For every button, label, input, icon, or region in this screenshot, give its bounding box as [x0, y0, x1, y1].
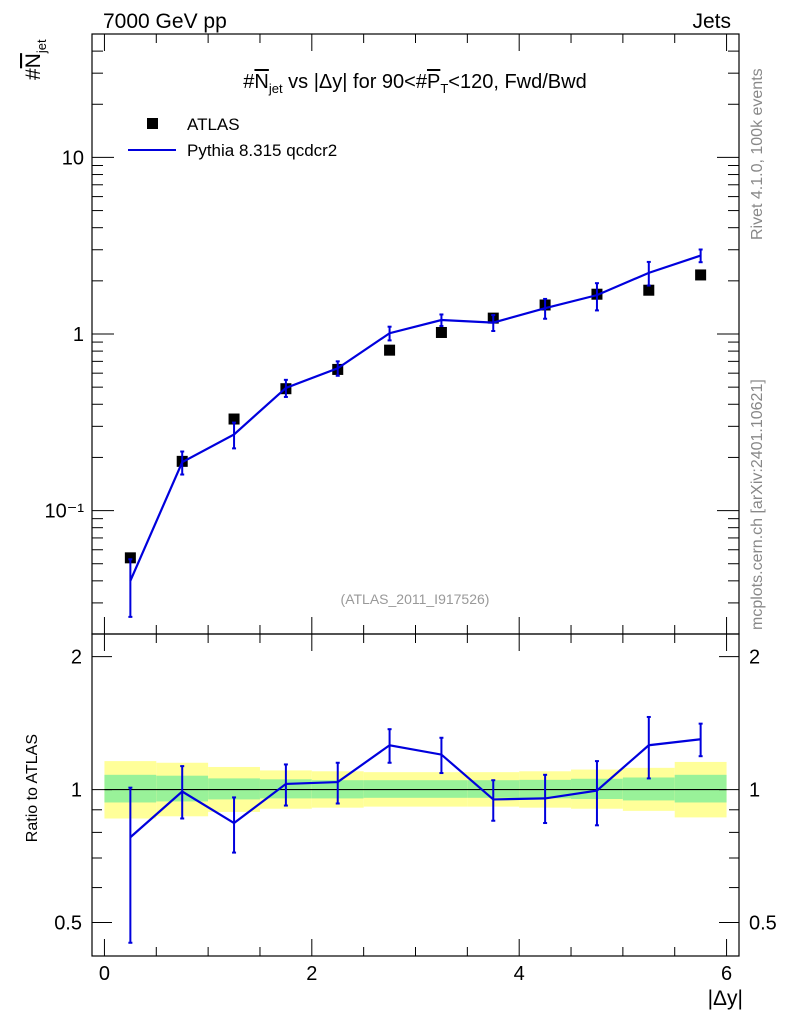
- title-n-subscript: jet: [268, 81, 283, 96]
- x-tick-labels: 0 2 4 6: [99, 963, 732, 985]
- atlas-point: [695, 269, 707, 281]
- title-p-subscript: T: [440, 81, 448, 96]
- ylabel-hash: #: [22, 68, 45, 80]
- atlas-point: [435, 326, 447, 338]
- energy-label: 7000 GeV pp: [103, 10, 227, 33]
- title-n: N: [254, 71, 268, 93]
- title-middle: vs |Δy| for 90<#: [283, 71, 428, 93]
- category-label: Jets: [692, 10, 731, 33]
- ylabel-n: N: [22, 53, 45, 68]
- ratio-y-tick-labels: 0.5 0.5 1 1 2 2: [54, 647, 777, 935]
- ratio-band-green: [622, 777, 675, 801]
- main-y-tick-label: 10⁻¹: [45, 501, 85, 523]
- title-p: P: [427, 71, 440, 93]
- ratio-y-tick-label-left: 0.5: [54, 913, 82, 935]
- title-hash: #: [243, 71, 255, 93]
- x-tick-label: 2: [306, 963, 317, 985]
- ratio-y-tick-label-left: 2: [71, 647, 82, 669]
- svg-text:#Njet: #Njet: [22, 39, 49, 80]
- main-y-axis-label: #Njet: [22, 39, 49, 80]
- x-tick-label: 4: [514, 963, 525, 985]
- ratio-y-tick-label-right: 0.5: [749, 913, 777, 935]
- pythia-line: [129, 254, 701, 582]
- legend-atlas-marker: [147, 118, 158, 129]
- analysis-id-label: (ATLAS_2011_I917526): [341, 591, 490, 607]
- ratio-y-tick-label-right: 1: [749, 780, 760, 802]
- legend-atlas-label: ATLAS: [187, 115, 240, 134]
- atlas-point: [124, 552, 136, 564]
- ratio-data-layer: [104, 715, 727, 944]
- main-data-layer: [124, 248, 707, 618]
- main-y-tick-label: 10: [62, 147, 84, 169]
- main-y-tick-labels: 10⁻¹ 1 10: [45, 147, 85, 522]
- x-axis-label: |Δy|: [708, 987, 743, 1010]
- atlas-point: [643, 284, 655, 296]
- x-tick-label: 6: [721, 963, 732, 985]
- ratio-panel: 0.5 0.5 1 1 2 2 0 2 4 6 Ratio to ATLAS |Δy|: [24, 633, 777, 1010]
- ratio-y-axis-label: Ratio to ATLAS: [24, 734, 41, 842]
- chart-title: #Njet vs |Δy| for 90<#PT<120, Fwd/Bwd: [243, 71, 586, 96]
- legend: ATLAS Pythia 8.315 qcdcr2: [128, 115, 337, 160]
- main-axis-ticks: [92, 33, 739, 635]
- ratio-y-tick-label-left: 1: [71, 780, 82, 802]
- atlas-point: [384, 344, 396, 356]
- ratio-band-green: [208, 778, 260, 800]
- ylabel-subscript: jet: [34, 39, 49, 54]
- ratio-band-green: [674, 774, 727, 803]
- atlas-point: [228, 413, 240, 425]
- title-end: <120, Fwd/Bwd: [448, 71, 586, 93]
- main-y-tick-label: 1: [73, 324, 84, 346]
- rivet-label: Rivet 4.1.0, 100k events: [749, 68, 766, 240]
- ratio-pythia-line: [129, 738, 701, 839]
- x-tick-label: 0: [99, 963, 110, 985]
- mcplots-label: mcplots.cern.ch [arXiv:2401.10621]: [749, 379, 766, 630]
- ratio-y-tick-label-right: 2: [749, 647, 760, 669]
- ratio-axis-ticks: [92, 634, 739, 956]
- legend-pythia-label: Pythia 8.315 qcdcr2: [187, 141, 337, 160]
